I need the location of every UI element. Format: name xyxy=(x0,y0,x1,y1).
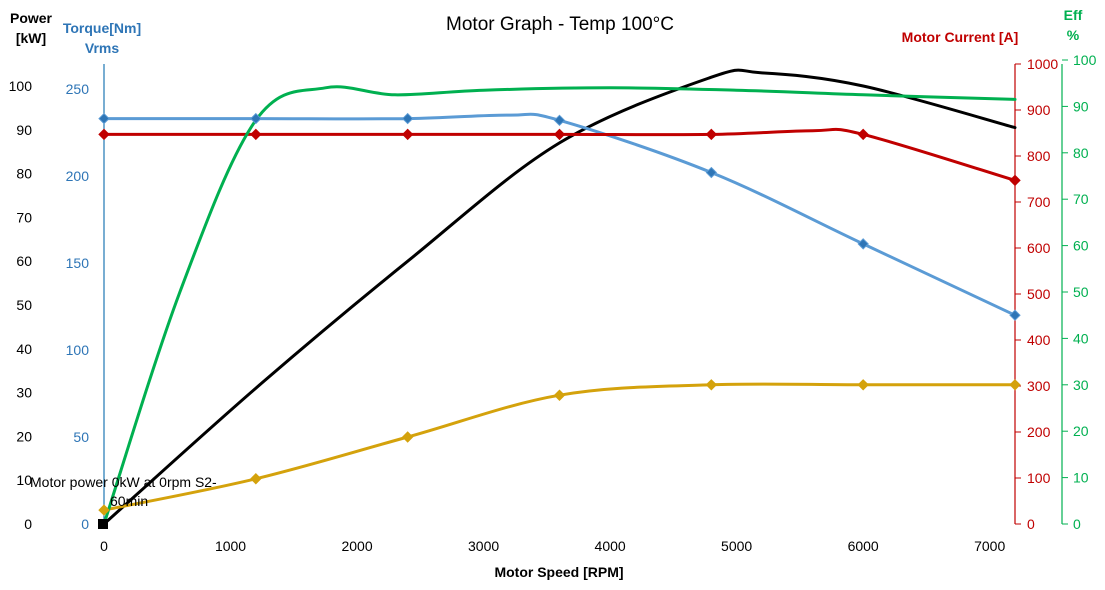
series-torque-marker xyxy=(98,112,110,125)
power-tick-label: 30 xyxy=(16,385,32,401)
current-tick-label: 300 xyxy=(1027,378,1051,394)
current-tick-label: 100 xyxy=(1027,470,1051,486)
power-tick-label: 90 xyxy=(16,122,32,138)
eff-tick-label: 20 xyxy=(1073,423,1089,439)
current-tick-label: 400 xyxy=(1027,332,1051,348)
series-current-marker xyxy=(250,128,262,141)
current-tick-label: 1000 xyxy=(1027,56,1058,72)
eff-tick-label: 100 xyxy=(1073,52,1097,68)
x-tick-label: 2000 xyxy=(341,538,372,554)
power-tick-label: 40 xyxy=(16,341,32,357)
eff-tick-label: 60 xyxy=(1073,238,1089,254)
x-tick-label: 7000 xyxy=(974,538,1005,554)
annotation-point xyxy=(98,519,108,529)
x-tick-label: 0 xyxy=(100,538,108,554)
power-tick-label: 100 xyxy=(9,78,33,94)
series-torque-marker xyxy=(705,166,718,179)
torque-tick-label: 150 xyxy=(66,255,90,271)
power-tick-label: 0 xyxy=(24,516,32,532)
torque-axis-title-line1: Torque[Nm] xyxy=(63,20,141,36)
torque-axis-title-line2: Vrms xyxy=(85,40,119,56)
series-current-marker xyxy=(553,128,566,141)
series-torque-marker xyxy=(553,114,566,127)
power-tick-label: 80 xyxy=(16,166,32,182)
eff-tick-label: 0 xyxy=(1073,516,1081,532)
power-axis-title-line2: [kW] xyxy=(16,30,46,46)
series-voltage-marker xyxy=(401,431,414,443)
series-efficiency-line xyxy=(102,85,1017,526)
series-torque-marker xyxy=(401,112,414,125)
annotation-line2: 60min xyxy=(110,493,148,509)
current-tick-label: 900 xyxy=(1027,102,1051,118)
chart-title: Motor Graph - Temp 100°C xyxy=(446,14,674,35)
current-tick-label: 0 xyxy=(1027,516,1035,532)
torque-tick-label: 100 xyxy=(66,342,90,358)
current-tick-label: 700 xyxy=(1027,194,1051,210)
torque-tick-label: 0 xyxy=(81,516,89,532)
series-current-marker xyxy=(857,128,869,141)
current-tick-label: 600 xyxy=(1027,240,1051,256)
annotation-line1: Motor power 0kW at 0rpm S2- xyxy=(30,474,217,490)
power-tick-label: 10 xyxy=(16,472,32,488)
power-tick-label: 70 xyxy=(16,209,32,225)
power-tick-label: 50 xyxy=(16,297,32,313)
eff-axis-title-line2: % xyxy=(1067,27,1080,43)
eff-tick-label: 30 xyxy=(1073,377,1089,393)
series-torque-marker xyxy=(250,112,262,125)
eff-tick-label: 10 xyxy=(1073,470,1089,486)
series-current-marker xyxy=(1009,174,1021,187)
current-tick-label: 800 xyxy=(1027,148,1051,164)
series-current-marker xyxy=(401,128,414,141)
x-tick-label: 3000 xyxy=(468,538,499,554)
series-voltage-marker xyxy=(1009,379,1021,391)
current-axis-title: Motor Current [A] xyxy=(902,29,1019,45)
x-tick-label: 4000 xyxy=(595,538,626,554)
series-voltage-marker xyxy=(98,504,110,516)
eff-tick-label: 80 xyxy=(1073,145,1089,161)
series-voltage-marker xyxy=(250,473,262,485)
eff-axis-title-line1: Eff xyxy=(1064,7,1083,23)
x-tick-label: 1000 xyxy=(215,538,246,554)
power-axis-title-line1: Power xyxy=(10,10,53,26)
torque-tick-label: 250 xyxy=(66,81,90,97)
x-axis-title: Motor Speed [RPM] xyxy=(494,564,623,580)
eff-tick-label: 40 xyxy=(1073,330,1089,346)
series-voltage-marker xyxy=(857,379,869,391)
x-tick-label: 6000 xyxy=(848,538,879,554)
power-tick-label: 20 xyxy=(16,428,32,444)
current-tick-label: 500 xyxy=(1027,286,1051,302)
annotation-label: Motor power 0kW at 0rpm S2- 60min xyxy=(30,474,221,509)
series-voltage-marker xyxy=(553,389,566,401)
current-tick-label: 200 xyxy=(1027,424,1051,440)
markers-layer xyxy=(98,112,1021,516)
series-torque-marker xyxy=(1009,309,1021,321)
eff-tick-label: 90 xyxy=(1073,98,1089,114)
x-tick-label: 5000 xyxy=(721,538,752,554)
eff-tick-label: 50 xyxy=(1073,284,1089,300)
torque-tick-label: 50 xyxy=(73,429,89,445)
series-torque-marker xyxy=(857,238,869,250)
series-current-line xyxy=(102,127,1017,182)
power-tick-label: 60 xyxy=(16,253,32,269)
series-current-marker xyxy=(98,128,110,141)
axes-layer: 0 1000 2000 3000 4000 5000 6000 700001020304050… xyxy=(9,52,1097,554)
series-voltage-marker xyxy=(705,379,718,391)
torque-tick-label: 200 xyxy=(66,168,90,184)
series-current-marker xyxy=(705,128,718,141)
eff-tick-label: 70 xyxy=(1073,191,1089,207)
series-torque-line xyxy=(102,112,1017,317)
